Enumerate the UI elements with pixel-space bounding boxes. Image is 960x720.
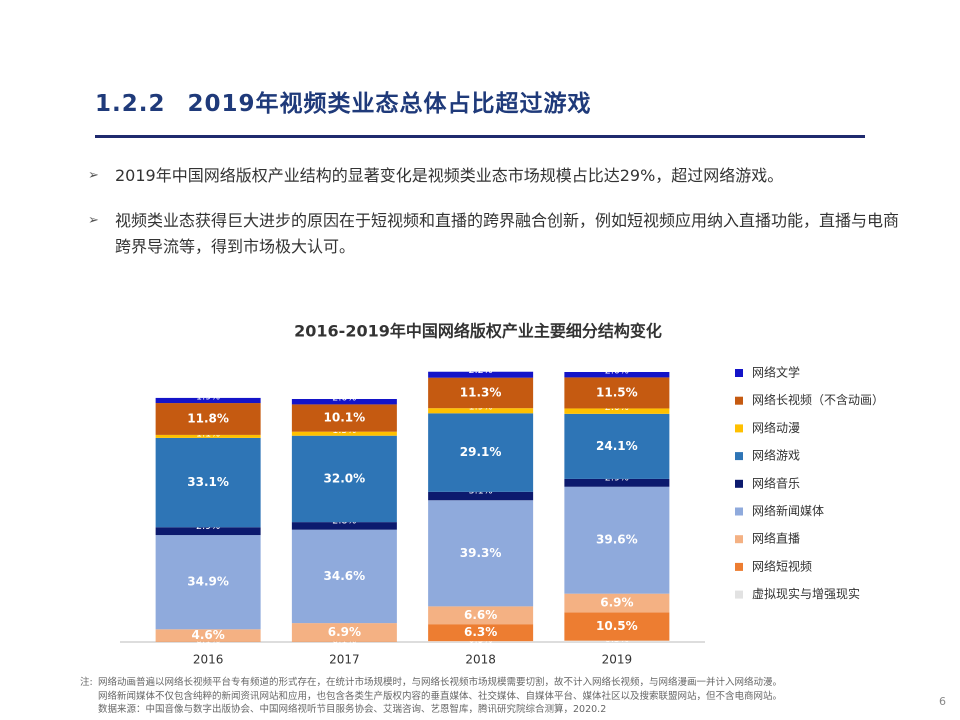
data-label: 24.1%	[596, 439, 638, 453]
bar-segment	[564, 612, 670, 641]
legend-swatch	[735, 396, 743, 405]
bar-segment	[155, 397, 261, 404]
legend-label: 网络游戏	[752, 448, 800, 463]
bar-segment	[291, 623, 397, 642]
data-label: 2.2%	[469, 365, 493, 376]
data-label: 34.6%	[324, 569, 366, 583]
legend-label: 网络动漫	[752, 420, 800, 435]
bar-segment	[155, 403, 261, 435]
bar-segment	[564, 640, 670, 642]
chart-title: 2016-2019年中国网络版权产业主要细分结构变化	[294, 322, 662, 341]
bar-segment	[428, 624, 534, 642]
bar-segment	[428, 377, 534, 409]
bar-segment	[428, 408, 534, 414]
legend-swatch	[735, 424, 743, 433]
slide-title: 1.2.2 2019年视频类业态总体占比超过游戏	[95, 84, 614, 118]
bar-segment	[155, 535, 261, 630]
legend-swatch	[735, 452, 743, 461]
bar-segment	[428, 641, 534, 642]
data-label: 39.6%	[596, 533, 638, 547]
bar-segment	[291, 404, 397, 432]
legend-swatch	[735, 479, 743, 488]
footnote: 注: 网络动画普遍以网络长视频平台专有频道的形式存在，在统计市场规模时，与网络长…	[80, 676, 782, 717]
bullet-text: 2019年中国网络版权产业结构的显著变化是视频类业态市场规模占比达29%，超过网…	[115, 166, 784, 185]
bar-segment	[564, 408, 670, 414]
page-number: 6	[939, 695, 946, 708]
bullet: ➢ 视频类业态获得巨大进步的原因在于短视频和直播的跨界融合创新，例如短视频应用纳入…	[88, 208, 905, 260]
legend-swatch	[735, 535, 743, 544]
data-label: 6.9%	[328, 625, 361, 639]
bar-segment	[428, 606, 534, 625]
legend-swatch	[735, 590, 743, 599]
data-label: 39.3%	[460, 546, 502, 560]
bar-segment	[564, 372, 670, 378]
footnote-line: 网络动画普遍以网络长视频平台专有频道的形式存在，在统计市场规模时，与网络长视频市…	[98, 677, 783, 688]
data-label: 4.6%	[191, 628, 224, 642]
footnote-line: 数据来源：中国音像与数字出版协会、中国网络视听节目服务协会、艾瑞咨询、艺恩智库，…	[98, 704, 607, 715]
data-label: 34.9%	[187, 575, 229, 589]
data-label: 10.1%	[324, 411, 366, 425]
data-label: 33.1%	[187, 475, 229, 489]
bar-segment	[155, 434, 261, 438]
bar-segment	[291, 435, 397, 523]
bar-segment	[155, 629, 261, 642]
footnote-label: 注:	[80, 677, 93, 688]
legend-label: 网络新闻媒体	[752, 503, 824, 518]
data-label: 6.6%	[464, 608, 497, 622]
data-label: 10.5%	[596, 619, 638, 633]
chart: 2016-2019年中国网络版权产业主要细分结构变化 20160.1%4.6%3…	[120, 322, 884, 667]
bar-segment	[291, 522, 397, 530]
data-label: 32.0%	[324, 471, 366, 485]
data-label: 2.0%	[605, 366, 629, 377]
legend-label: 网络短视频	[752, 558, 812, 573]
x-tick-label: 2018	[465, 653, 496, 667]
bar-segment	[564, 486, 670, 594]
data-label: 1.9%	[196, 391, 220, 402]
bullet-text: 视频类业态获得巨大进步的原因在于短视频和直播的跨界融合创新，例如短视频应用纳入直…	[115, 211, 900, 256]
bar-segment	[155, 527, 261, 536]
legend-swatch	[735, 562, 743, 571]
data-label: 2.0%	[332, 393, 356, 404]
x-tick-label: 2016	[193, 653, 224, 667]
bar-segment	[564, 413, 670, 479]
title-text: 2019年视频类业态总体占比超过游戏	[187, 91, 592, 117]
bar-segment	[428, 371, 534, 378]
bar-segment	[155, 437, 261, 528]
data-label: 6.3%	[464, 625, 497, 639]
bar-segment	[428, 491, 534, 501]
data-label: 11.3%	[460, 385, 502, 399]
x-tick-label: 2019	[602, 653, 633, 667]
legend-label: 虚拟现实与增强现实	[752, 586, 860, 601]
legend-swatch	[735, 369, 743, 377]
bar-segment	[428, 413, 534, 492]
bar-segment	[291, 399, 397, 405]
bar-segment	[564, 593, 670, 613]
data-label: 11.8%	[187, 411, 229, 425]
title-rule	[95, 135, 865, 138]
legend-label: 网络文学	[752, 365, 800, 380]
bar-segment	[428, 500, 534, 607]
legend-label: 网络音乐	[752, 475, 800, 490]
footnote-line: 网络新闻媒体不仅包含纯粹的新闻资讯网站和应用，也包含各类生产版权内容的垂直媒体、…	[98, 690, 783, 702]
data-label: 29.1%	[460, 445, 502, 459]
bullet: ➢ 2019年中国网络版权产业结构的显著变化是视频类业态市场规模占比达29%，超过…	[88, 163, 905, 189]
bar-segment	[564, 377, 670, 409]
legend-swatch	[735, 507, 743, 516]
data-label: 6.9%	[600, 595, 633, 609]
bar-segment	[291, 529, 397, 624]
legend-label: 网络直播	[752, 531, 800, 546]
section-number: 1.2.2	[95, 91, 166, 117]
legend-label: 网络长视频（不含动画）	[752, 392, 884, 407]
x-tick-label: 2017	[329, 653, 360, 667]
bar-segment	[291, 431, 397, 436]
data-label: 11.5%	[596, 385, 638, 399]
bar-segment	[564, 478, 670, 487]
